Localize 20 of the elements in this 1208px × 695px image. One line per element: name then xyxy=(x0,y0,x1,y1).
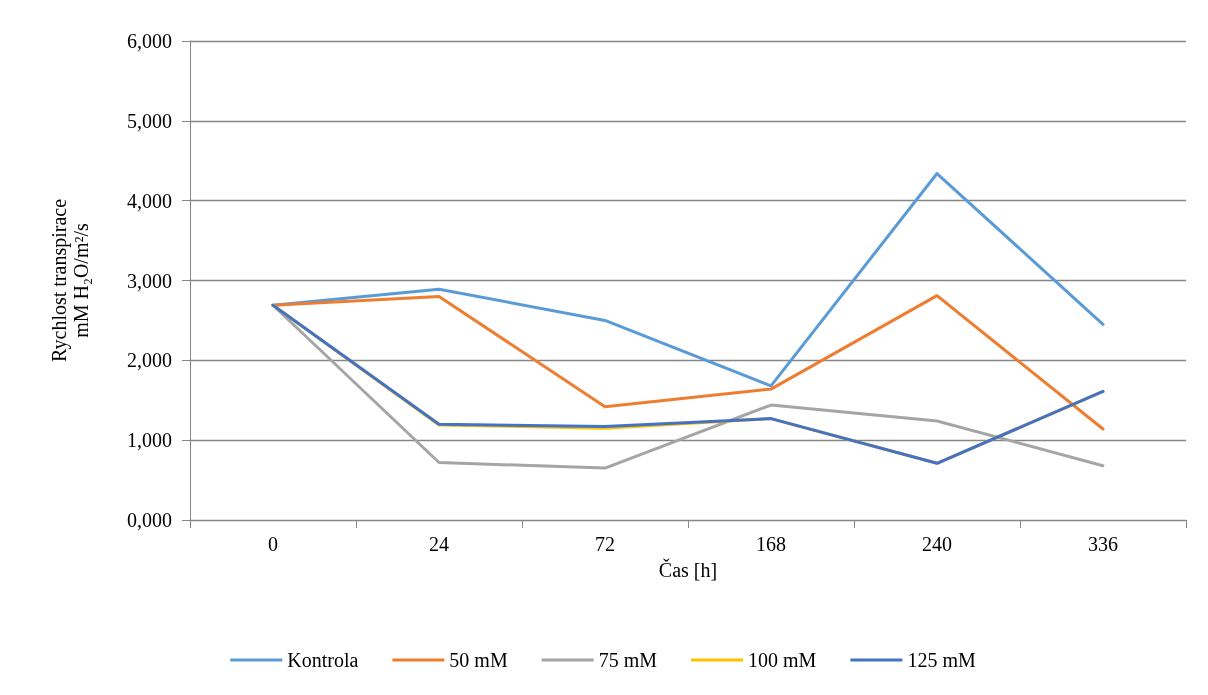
x-tick-label: 336 xyxy=(1088,533,1118,555)
x-tick-label: 72 xyxy=(595,533,615,555)
x-tick-label: 168 xyxy=(756,533,786,555)
legend-label: 100 mM xyxy=(748,649,817,671)
x-tick-label: 0 xyxy=(268,533,278,555)
y-tick-label: 4,000 xyxy=(127,189,172,212)
legend-label: 75 mM xyxy=(598,649,658,671)
y-tick-label: 2,000 xyxy=(127,349,172,372)
legend-label: Kontrola xyxy=(287,649,359,671)
legend-label: 50 mM xyxy=(449,649,508,671)
legend-label: 125 mM xyxy=(907,649,976,671)
y-tick-label: 1,000 xyxy=(127,429,172,452)
x-tick-label: 240 xyxy=(922,533,952,555)
y-axis-title: Rychlost transpirace mM H₂O/m²/s xyxy=(48,198,92,363)
x-axis-title: Čas [h] xyxy=(658,558,718,581)
y-tick-label: 0,000 xyxy=(127,509,172,531)
x-tick-label: 24 xyxy=(429,533,449,555)
y-tick-label: 5,000 xyxy=(127,109,172,132)
y-tick-label: 6,000 xyxy=(127,30,172,52)
y-tick-label: 3,000 xyxy=(127,269,172,292)
